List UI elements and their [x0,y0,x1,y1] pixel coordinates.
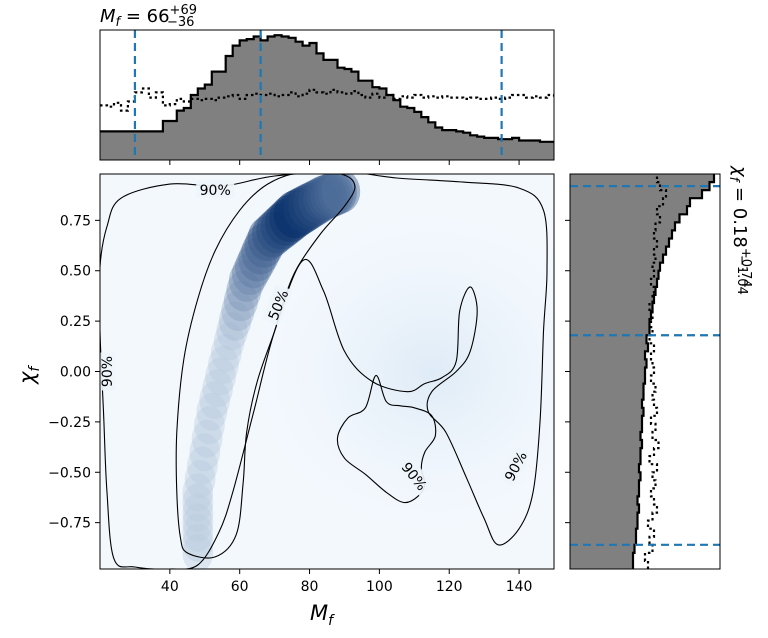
x-axis-title-sub: f [328,613,335,629]
contour-label-1: 90% [196,180,235,199]
density-blob [191,419,223,458]
top-marginal-ticks [169,160,520,165]
top-posterior-step [100,34,554,143]
right-title-value: = 0.18 [729,181,750,248]
density-blob [216,311,248,351]
y-axis-title-sub: f [27,365,43,372]
x-tick-label: 40 [161,579,179,595]
contour-labels: 50%90%90%90%90% [100,180,532,497]
right-prior-step [643,174,668,569]
density-blob [321,174,361,214]
density-blob [213,322,245,361]
x-axis-title-name: M [310,601,328,625]
x-tick-label: 140 [506,579,533,595]
y-tick-label: 0.50 [60,264,91,280]
density-blob [182,493,214,532]
y-tick-label: −0.25 [48,415,91,431]
density-blob [223,280,258,322]
contour-label-3: 90% [100,352,116,391]
density-blob [182,523,214,562]
y-tick-label: −0.75 [48,516,91,532]
contour-line-2 [336,374,437,504]
y-tick-label: 0.25 [60,314,91,330]
contour-line-1 [100,174,548,569]
y-axis-title-name: χ [15,370,39,385]
x-axis-ticks: 40 60 80 100 120 140 [161,569,533,595]
density-blob [182,533,214,569]
right-posterior-fill [570,174,714,569]
top-posterior-fill [100,35,554,160]
contour-label-bg [196,180,235,199]
right-marginal-title: χf = 0.18+0.74 [726,165,753,288]
density-blob [187,446,218,485]
x-tick-label: 80 [301,579,319,595]
top-quantile-lines [133,30,503,160]
joint-panel: 50%90%90%90%90% 40 60 80 100 120 140 0.750.50… [15,173,555,629]
density-blob [205,357,236,396]
density-blob [182,473,214,512]
top-prior-step [100,87,554,112]
right-marginal-panel: χf = 0.18+0.74 −1.04 [565,165,753,570]
right-title-upper: +0.74 [738,248,753,288]
contour-label-bg [261,283,293,326]
right-title-name: χ [729,165,750,178]
top-title-sub: f [116,15,123,30]
density-blob [221,291,255,331]
top-marginal-title: Mf = 66+69 [100,3,197,30]
contour-label-bg [396,455,434,497]
y-tick-label: 0.75 [60,213,91,229]
right-marginal-ticks [565,219,570,524]
right-posterior-step [631,174,716,569]
top-marginal-panel: Mf = 66+69 −36 [99,3,555,165]
x-tick-label: 100 [366,579,393,595]
top-title-value: = 66 [120,6,169,27]
density-blob [182,483,214,522]
contour-label-text: 90% [200,183,231,199]
y-axis-title: χf [15,365,43,385]
density-blob [194,406,225,445]
density-blob [199,381,231,420]
x-tick-label: 120 [436,579,463,595]
density-blob [182,513,214,552]
x-tick-label: 60 [231,579,249,595]
top-title-name: M [100,6,116,27]
y-tick-label: 0.00 [60,365,91,381]
density-heatmap [182,174,554,569]
density-blob [218,301,252,341]
right-title-sub: f [726,177,741,184]
top-title-upper: +69 [170,3,197,18]
credible-contours [100,174,548,569]
right-title-lower: −1.04 [734,255,749,295]
y-axis-ticks: 0.75 0.50 0.25 0.00 −0.25 −0.50 −0.75 [48,213,100,532]
contour-label-bg [497,444,532,487]
top-marginal-frame [99,29,555,161]
right-quantile-lines [570,184,720,546]
density-blob [184,459,216,499]
density-blob [202,369,234,408]
x-axis-title: Mf [310,601,335,629]
density-blob [208,345,239,384]
density-blob [196,392,228,431]
density-blob [182,503,214,542]
y-tick-label: −0.50 [48,465,91,481]
density-halo [241,201,554,542]
contour-label-bg [100,352,115,391]
density-blob [210,333,242,373]
density-blob [189,433,221,472]
top-title-lower: −36 [167,15,194,30]
contour-label-text: 90% [100,356,116,387]
